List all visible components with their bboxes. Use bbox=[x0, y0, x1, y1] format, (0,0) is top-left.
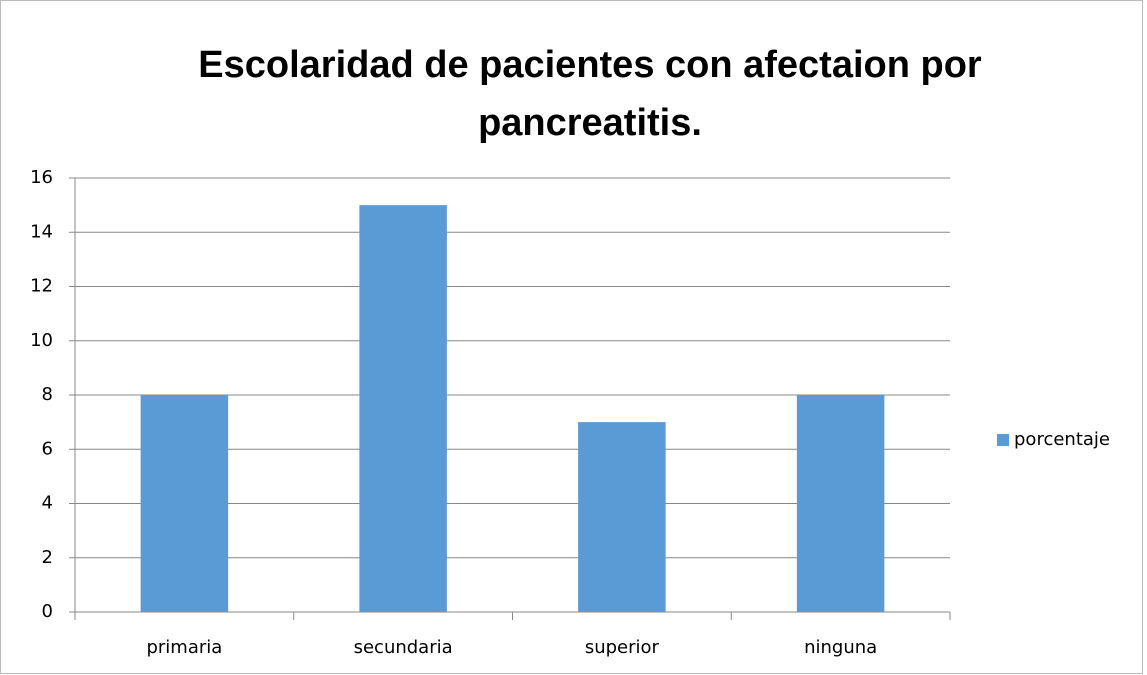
y-tick-label: 4 bbox=[42, 493, 53, 514]
y-tick-label: 2 bbox=[42, 547, 53, 568]
y-tick-label: 10 bbox=[30, 330, 53, 351]
y-tick-label: 0 bbox=[42, 601, 53, 622]
y-tick-label: 12 bbox=[30, 276, 53, 297]
bar bbox=[359, 205, 447, 612]
y-tick-label: 14 bbox=[30, 221, 53, 242]
y-tick-label: 16 bbox=[30, 167, 53, 188]
bar bbox=[140, 395, 229, 612]
x-tick-label: ninguna bbox=[804, 637, 877, 658]
legend-label: porcentaje bbox=[1014, 429, 1110, 450]
x-tick-label: primaria bbox=[146, 637, 222, 658]
x-tick-label: secundaria bbox=[354, 637, 453, 658]
bar bbox=[578, 422, 666, 612]
bar bbox=[796, 395, 885, 612]
legend-swatch bbox=[997, 434, 1009, 446]
y-tick-label: 8 bbox=[42, 384, 53, 405]
x-tick-label: superior bbox=[585, 637, 660, 658]
y-tick-label: 6 bbox=[42, 438, 53, 459]
chart-title: Escolaridad de pacientes con afectaion p… bbox=[198, 44, 982, 144]
